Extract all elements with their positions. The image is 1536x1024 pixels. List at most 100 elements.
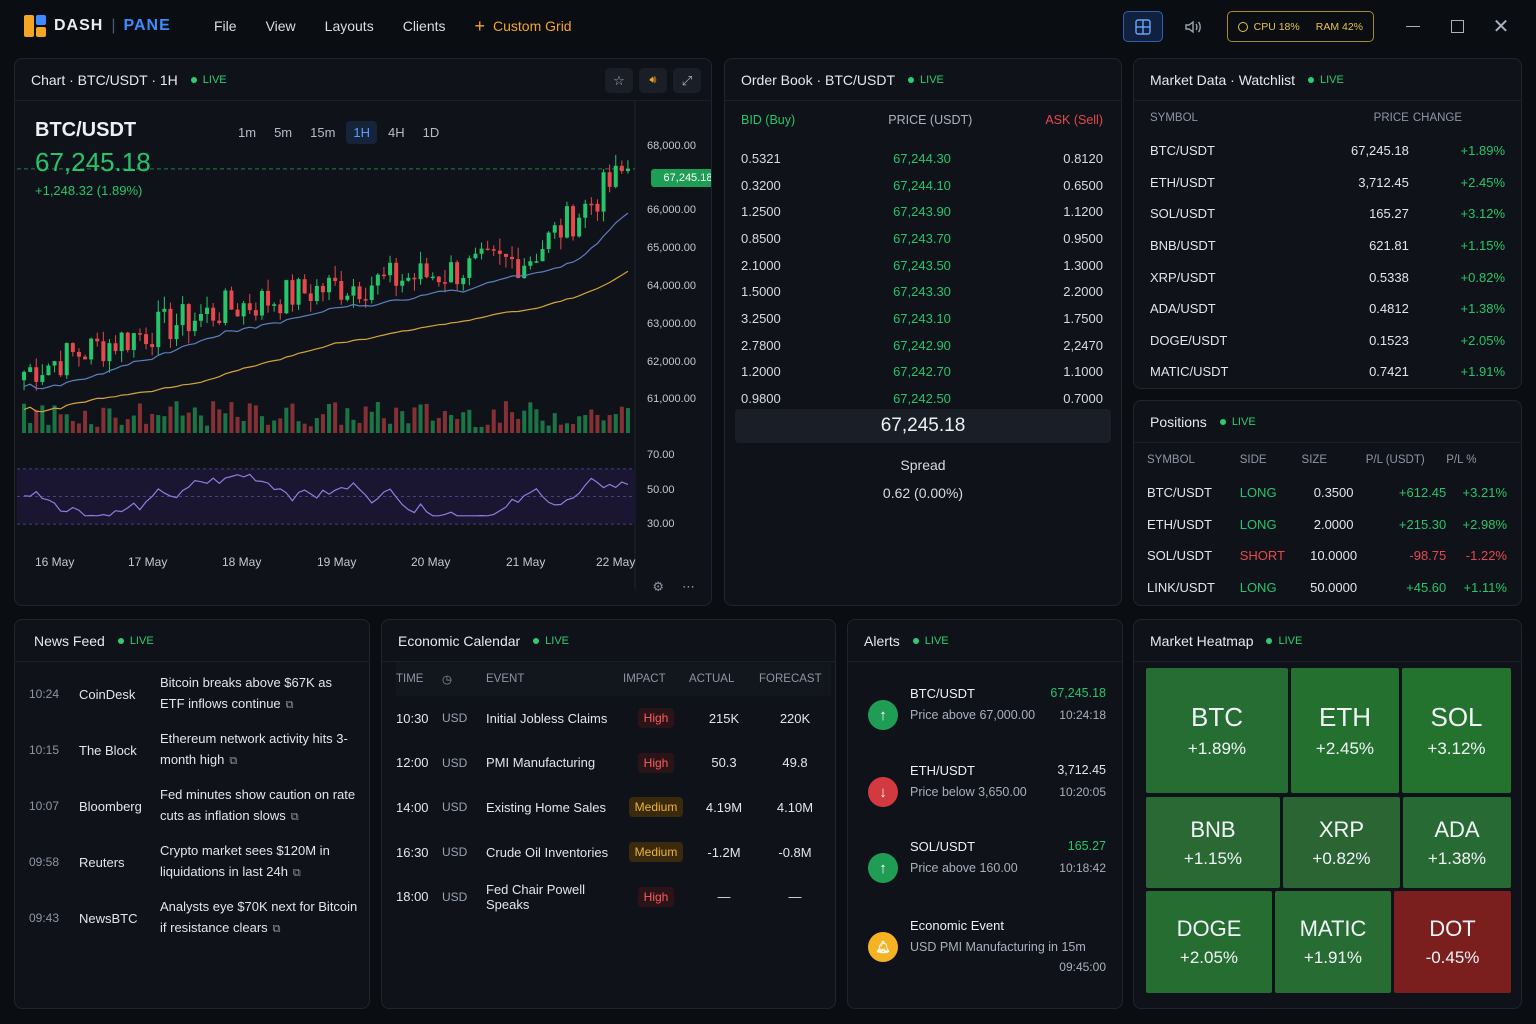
heatmap-panel: Market Heatmap LIVE BTC +1.89% ETH +2.45% SO… xyxy=(1133,619,1522,1009)
news-item[interactable]: 10:15 The Block Ethereum network activity … xyxy=(29,722,359,778)
orderbook-row[interactable]: 3.2500 67,243.10 1.7500 xyxy=(741,305,1103,332)
orderbook-row[interactable]: 0.5321 67,244.30 0.8120 xyxy=(741,145,1103,172)
volume-bar xyxy=(58,414,63,433)
position-row[interactable]: LINK/USDT LONG 50.0000 +45.60 +1.11% xyxy=(1147,572,1507,604)
close-button[interactable]: ✕ xyxy=(1484,11,1518,42)
candle-body xyxy=(259,290,264,316)
menu-view[interactable]: View xyxy=(265,18,296,34)
orderbook-row[interactable]: 1.2500 67,243.90 1.1200 xyxy=(741,198,1103,225)
calendar-row[interactable]: 16:30 USD Crude Oil Inventories Medium -1.2M… xyxy=(396,830,831,875)
tile-change: -0.45% xyxy=(1425,948,1480,967)
sound-button[interactable] xyxy=(1173,11,1213,42)
orderbook-row[interactable]: 1.2000 67,242.70 1.1000 xyxy=(741,359,1103,386)
more-icon[interactable]: ⋯ xyxy=(682,579,695,594)
menu-file[interactable]: File xyxy=(214,18,237,34)
event-forecast: 220K xyxy=(779,710,811,726)
timeframe-15m[interactable]: 15m xyxy=(310,125,336,140)
orderbook-row[interactable]: 0.9800 67,242.50 0.7000 xyxy=(741,385,1103,412)
grid-layout-button[interactable] xyxy=(1122,11,1163,42)
calendar-row[interactable]: 10:30 USD Initial Jobless Claims High 215K 22… xyxy=(396,696,831,741)
menu-layouts[interactable]: Layouts xyxy=(324,18,374,34)
news-item[interactable]: 10:07 Bloomberg Fed minutes show caution o… xyxy=(29,778,359,834)
volume-bar xyxy=(381,418,386,433)
heatmap-tile-ada[interactable]: ADA +1.38% xyxy=(1403,797,1511,888)
position-row[interactable]: BTC/USDT LONG 0.3500 +612.45 +3.21% xyxy=(1147,477,1507,509)
heatmap-tile-btc[interactable]: BTC +1.89% xyxy=(1146,668,1288,793)
alert-item[interactable]: ↓ ETH/USDT Price below 3,650.00 3,712.45 10:… xyxy=(864,763,1106,825)
watchlist-row[interactable]: ETH/USDT 3,712.45 +2.45% xyxy=(1150,167,1505,199)
date-tick: 21 May xyxy=(506,555,546,569)
volume-bar xyxy=(558,424,563,433)
watchlist-row[interactable]: XRP/USDT 0.5338 +0.82% xyxy=(1150,261,1505,293)
favorite-button[interactable]: ☆ xyxy=(605,68,633,93)
volume-bar xyxy=(137,403,142,433)
live-indicator: LIVE xyxy=(118,635,154,647)
orderbook-row[interactable]: 2.7800 67,242.90 2,2470 xyxy=(741,332,1103,359)
timeframe-1h[interactable]: 1H xyxy=(346,121,378,144)
heatmap-tile-bnb[interactable]: BNB +1.15% xyxy=(1146,797,1280,888)
tile-change: +3.12% xyxy=(1427,739,1486,758)
heatmap-tile-eth[interactable]: ETH +2.45% xyxy=(1291,668,1399,793)
heatmap-tile-xrp[interactable]: XRP +0.82% xyxy=(1283,797,1400,888)
timeframe-1m[interactable]: 1m xyxy=(238,125,257,140)
watchlist-row[interactable]: BTC/USDT 67,245.18 +1.89% xyxy=(1150,135,1505,167)
volume-bar xyxy=(534,409,539,433)
candle-body xyxy=(83,356,88,360)
chart-sound-button[interactable]: 🔊︎ xyxy=(639,68,667,93)
calendar-table: TIME ◷ EVENT IMPACT ACTUAL FORECAST 10:3… xyxy=(396,662,831,919)
volume-bar xyxy=(76,423,81,433)
news-item[interactable]: 10:24 CoinDesk Bitcoin breaks above $67K a… xyxy=(29,666,359,722)
expand-button[interactable]: ⤢ xyxy=(673,68,701,93)
watchlist-row[interactable]: BNB/USDT 621.81 +1.15% xyxy=(1150,230,1505,262)
minimize-button[interactable] xyxy=(1396,11,1430,42)
app-name-suffix: PANE xyxy=(123,17,171,34)
tile-change: +2.05% xyxy=(1179,948,1239,967)
position-row[interactable]: ETH/USDT LONG 2.0000 +215.30 +2.98% xyxy=(1147,509,1507,541)
level-price: 67,243.50 xyxy=(893,257,951,273)
watchlist-row[interactable]: MATIC/USDT 0.7421 +1.91% xyxy=(1150,356,1505,388)
change: +3.12% xyxy=(1460,206,1505,222)
watchlist-row[interactable]: DOGE/USDT 0.1523 +2.05% xyxy=(1150,325,1505,357)
symbol: SOL/USDT xyxy=(1147,548,1213,564)
maximize-button[interactable] xyxy=(1440,11,1474,42)
volume-bar xyxy=(198,415,203,433)
ask-size: 2.2000 xyxy=(1063,284,1103,300)
news-source: The Block xyxy=(79,742,137,758)
price: 3,712.45 xyxy=(1358,174,1409,190)
alert-item[interactable]: ↑ SOL/USDT Price above 160.00 165.27 10:18:4… xyxy=(864,839,1106,901)
heatmap-tile-sol[interactable]: SOL +3.12% xyxy=(1402,668,1511,793)
orderbook-row[interactable]: 0.8500 67,243.70 0.9500 xyxy=(741,225,1103,252)
timeframe-4h[interactable]: 4H xyxy=(388,125,405,140)
news-time: 10:24 xyxy=(29,687,60,701)
settings-icon[interactable]: ⚙ xyxy=(652,579,664,594)
alert-item[interactable]: ↑ BTC/USDT Price above 67,000.00 67,245.18 1… xyxy=(864,686,1106,748)
volume-bar xyxy=(589,409,594,433)
calendar-title: Economic Calendar xyxy=(398,632,521,649)
candle-body xyxy=(302,279,307,294)
heatmap-tile-matic[interactable]: MATIC +1.91% xyxy=(1275,891,1391,993)
menu-clients[interactable]: Clients xyxy=(402,18,446,34)
timeframe-1d[interactable]: 1D xyxy=(422,125,440,140)
heatmap-tile-dot[interactable]: DOT -0.45% xyxy=(1394,891,1511,993)
news-item[interactable]: 09:58 Reuters Crypto market sees $120M in … xyxy=(29,834,359,890)
position-row[interactable]: SOL/USDT SHORT 10.0000 -98.75 -1.22% xyxy=(1147,540,1507,572)
timeframe-5m[interactable]: 5m xyxy=(274,125,293,140)
orderbook-row[interactable]: 0.3200 67,244.10 0.6500 xyxy=(741,172,1103,199)
heatmap-tile-doge[interactable]: DOGE +2.05% xyxy=(1146,891,1272,993)
orderbook-row[interactable]: 1.5000 67,243.30 2.2000 xyxy=(741,278,1103,305)
news-header: News Feed LIVE xyxy=(15,620,369,662)
alert-time: 10:24:18 xyxy=(1059,708,1106,722)
calendar-row[interactable]: 18:00 USD Fed Chair Powell Speaks High — — xyxy=(396,874,831,919)
custom-grid-label: Custom Grid xyxy=(493,18,572,34)
watchlist-row[interactable]: SOL/USDT 165.27 +3.12% xyxy=(1150,198,1505,230)
orderbook-row[interactable]: 2.1000 67,243.50 1.3000 xyxy=(741,252,1103,279)
calendar-row[interactable]: 12:00 USD PMI Manufacturing High 50.3 49.8 xyxy=(396,741,831,786)
volume-bar xyxy=(607,415,612,433)
date-tick: 16 May xyxy=(35,555,75,569)
watchlist-row[interactable]: ADA/USDT 0.4812 +1.38% xyxy=(1150,293,1505,325)
candle-body xyxy=(455,262,460,285)
news-item[interactable]: 09:43 NewsBTC Analysts eye $70K next for B… xyxy=(29,890,359,946)
custom-grid-button[interactable]: + Custom Grid xyxy=(475,17,572,35)
alert-item[interactable]: 🔔︎ Economic Event USD PMI Manufacturing in… xyxy=(864,918,1106,980)
calendar-row[interactable]: 14:00 USD Existing Home Sales Medium 4.19M 4.… xyxy=(396,785,831,830)
